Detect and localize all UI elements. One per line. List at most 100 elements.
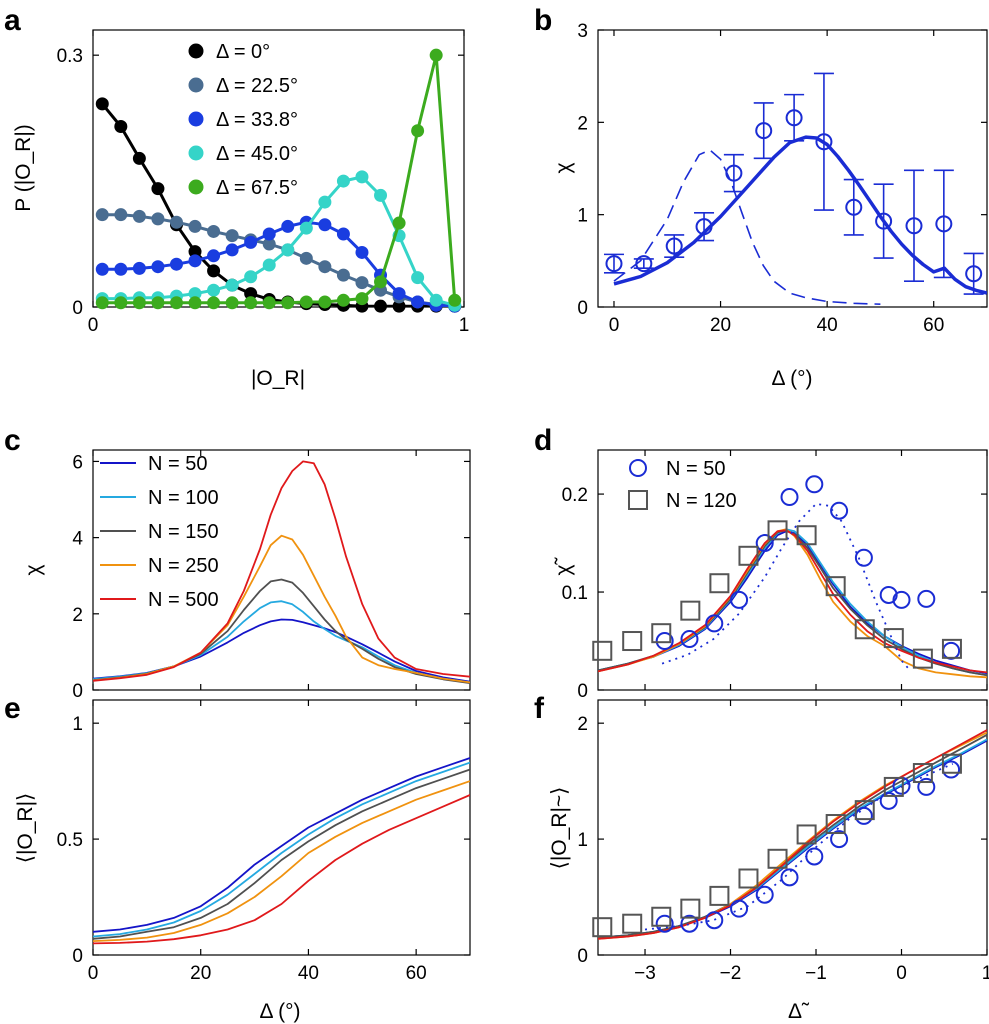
point-d-0-9 (879, 585, 898, 604)
x-tick-label-a-0: 0 (88, 315, 99, 336)
legend-label-c-4: N = 500 (148, 589, 219, 611)
point-d-1-0 (592, 640, 613, 661)
plot-frame-f (597, 699, 988, 956)
solid-line-b (613, 135, 987, 295)
x-axis-label-f: Δ̃ (788, 1000, 810, 1023)
y-tick-label-b-0: 0 (577, 298, 588, 319)
point-f-0-9 (879, 791, 898, 810)
y-tick-label-c-0: 0 (72, 681, 83, 702)
point-a-1-11 (299, 251, 313, 265)
point-a-4-6 (207, 296, 221, 310)
point-b-7 (815, 133, 833, 151)
point-b-10 (905, 217, 923, 235)
point-a-2-5 (188, 254, 202, 268)
series-line-e-0 (93, 757, 470, 933)
panel-letter-c: c (4, 424, 21, 457)
series-line-e-3 (93, 780, 470, 942)
dotted-curve-f (644, 762, 954, 931)
point-a-4-4 (169, 296, 183, 310)
y-tick-label-e-0: 0 (72, 946, 83, 967)
plot-frame-d (597, 449, 988, 691)
legend-label-c-3: N = 250 (148, 555, 219, 577)
point-a-4-19 (448, 293, 462, 307)
point-b-9 (875, 212, 893, 230)
x-tick-label-f-2: −1 (805, 963, 827, 984)
dashed-line-b (613, 149, 881, 305)
point-a-4-2 (132, 296, 146, 310)
point-a-3-9 (262, 258, 276, 272)
point-d-0-3 (730, 590, 749, 609)
y-tick-label-d-0: 0 (577, 681, 588, 702)
point-a-4-5 (188, 296, 202, 310)
y-tick-label-d-1: 0.1 (562, 583, 588, 604)
point-a-1-4 (169, 215, 183, 229)
point-a-2-12 (318, 218, 332, 232)
point-b-3 (695, 218, 713, 236)
legend-marker-d-1 (628, 490, 648, 510)
point-a-4-10 (281, 296, 295, 310)
point-a-3-17 (411, 271, 425, 285)
point-a-4-11 (299, 295, 313, 309)
point-a-2-1 (114, 262, 128, 276)
x-tick-label-e-1: 20 (190, 963, 211, 984)
point-f-0-11 (917, 777, 936, 796)
point-a-0-15 (374, 299, 388, 313)
point-d-1-1 (622, 631, 643, 652)
point-f-0-2 (705, 911, 724, 930)
point-a-2-6 (207, 249, 221, 263)
series-line-e-4 (93, 794, 470, 945)
plot-frame-e (92, 699, 471, 956)
x-axis-label-e: Δ (°) (259, 1000, 300, 1023)
point-f-0-5 (780, 868, 799, 887)
point-a-1-12 (318, 260, 332, 274)
legend-label-a-3: Δ = 45.0° (216, 143, 298, 165)
y-axis-label-e: ⟨|O_R|⟩ (14, 793, 37, 863)
point-b-6 (785, 109, 803, 127)
point-f-1-7 (796, 824, 817, 845)
point-a-3-14 (355, 170, 369, 184)
point-a-2-9 (262, 227, 276, 241)
point-d-1-10 (883, 628, 904, 649)
legend-label-c-0: N = 50 (148, 453, 207, 475)
point-a-2-0 (95, 262, 109, 276)
y-tick-label-a-1: 0.3 (57, 46, 83, 67)
point-a-4-9 (262, 296, 276, 310)
point-f-1-5 (738, 868, 759, 889)
point-b-4 (725, 164, 743, 182)
collapse-curve-d-4 (598, 529, 987, 674)
plot-frame-a (92, 29, 465, 308)
point-a-0-1 (114, 120, 128, 134)
point-a-3-12 (318, 195, 332, 209)
point-f-0-3 (730, 899, 749, 918)
point-a-1-14 (355, 276, 369, 290)
point-b-1 (635, 255, 653, 273)
point-d-1-8 (825, 576, 846, 597)
legend-marker-a-4 (188, 179, 204, 195)
panel-letter-f: f (534, 692, 545, 725)
point-a-3-8 (244, 270, 258, 284)
point-a-4-18 (429, 48, 443, 62)
y-tick-label-e-1: 0.5 (57, 830, 83, 851)
y-tick-label-c-3: 6 (72, 452, 83, 473)
point-f-1-10 (883, 776, 904, 797)
plot-frame-b (597, 29, 988, 308)
point-a-0-6 (207, 264, 221, 278)
point-f-0-0 (655, 914, 674, 933)
legend-label-c-2: N = 150 (148, 521, 219, 543)
point-d-0-7 (830, 501, 849, 520)
point-a-4-7 (225, 296, 239, 310)
point-a-0-0 (95, 97, 109, 111)
panel-letter-b: b (534, 4, 552, 37)
point-d-1-6 (767, 520, 788, 541)
point-a-3-6 (207, 283, 221, 297)
point-a-2-7 (225, 243, 239, 257)
x-tick-label-e-2: 40 (298, 963, 319, 984)
point-f-1-2 (651, 906, 672, 927)
y-tick-label-f-0: 0 (577, 946, 588, 967)
plot-frame-c (92, 449, 471, 691)
point-d-1-4 (709, 573, 730, 594)
point-d-0-0 (655, 632, 674, 651)
point-a-2-13 (336, 227, 350, 241)
x-tick-label-e-3: 60 (406, 963, 427, 984)
point-f-0-7 (830, 830, 849, 849)
